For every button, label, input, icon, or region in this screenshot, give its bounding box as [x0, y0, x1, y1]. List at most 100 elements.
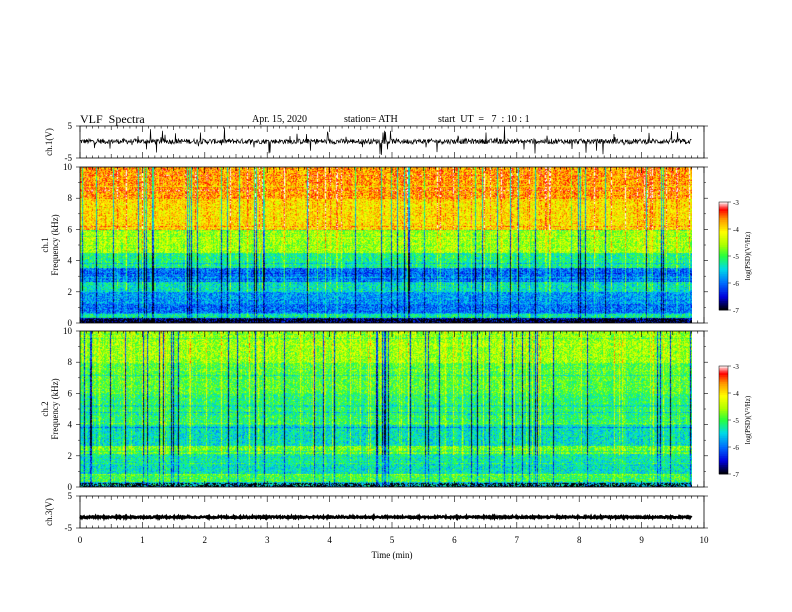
colorbar-cell	[719, 416, 728, 419]
colorbar-cell	[719, 306, 728, 309]
colorbar-cell	[719, 402, 728, 405]
colorbar-cell	[719, 441, 728, 444]
colorbar-cell	[719, 299, 728, 302]
date-label: Apr. 15, 2020	[252, 114, 307, 125]
colorbar-cell	[719, 245, 728, 248]
colorbar-cell	[719, 434, 728, 437]
x-tick-label: 8	[577, 535, 582, 545]
colorbar-cell	[719, 292, 728, 295]
y-tick-label: 6	[68, 388, 73, 398]
colorbar-cell	[719, 232, 728, 235]
colorbar-tick-label: -3	[733, 199, 739, 207]
y-tick-label: 2	[68, 287, 73, 297]
colorbar-cell	[719, 373, 728, 376]
colorbar-cell	[719, 423, 728, 426]
colorbar-cell	[719, 221, 728, 224]
colorbar-cell	[719, 452, 728, 455]
y-tick-label: -5	[65, 523, 73, 533]
colorbar-tick-label: -3	[733, 363, 739, 371]
colorbar-cell	[719, 457, 728, 460]
y-tick-label: 10	[63, 162, 73, 172]
colorbar-cell	[719, 274, 728, 277]
colorbar-cell	[719, 425, 728, 428]
colorbar-cell	[719, 288, 728, 291]
colorbar-cell	[719, 411, 728, 414]
colorbar-cell	[719, 270, 728, 273]
y-axis-label-channel: ch.1	[40, 237, 50, 252]
colorbar-cell	[719, 218, 728, 221]
x-tick-label: 10	[700, 535, 710, 545]
colorbar-cell	[719, 432, 728, 435]
colorbar-cell	[719, 450, 728, 453]
colorbar-cell	[719, 247, 728, 250]
colorbar-cell	[719, 394, 728, 397]
y-axis-label-frequency: Frequency (kHz)	[50, 214, 60, 275]
colorbar-cell	[719, 216, 728, 219]
colorbar-cell	[719, 447, 728, 450]
colorbar-cell	[719, 265, 728, 268]
colorbar-cell	[719, 436, 728, 439]
y-tick-label: 4	[68, 256, 73, 266]
colorbar-cell	[719, 297, 728, 300]
x-tick-label: 0	[78, 535, 83, 545]
colorbar-cell	[719, 259, 728, 262]
colorbar-cell	[719, 418, 728, 421]
colorbar-label: log(PSD)(V²/Hz)	[744, 231, 752, 280]
colorbar-cell	[719, 371, 728, 374]
colorbar-cell	[719, 459, 728, 462]
colorbar-cell	[719, 448, 728, 451]
colorbar-cell	[719, 203, 728, 206]
x-tick-label: 1	[140, 535, 145, 545]
colorbar-cell	[719, 281, 728, 284]
colorbar-cell	[719, 293, 728, 296]
colorbar-cell	[719, 207, 728, 210]
colorbar-cell	[719, 420, 728, 423]
x-tick-label: 7	[515, 535, 520, 545]
colorbar-cell	[719, 463, 728, 466]
colorbar-cell	[719, 277, 728, 280]
colorbar-cell	[719, 272, 728, 275]
colorbar-cell	[719, 301, 728, 304]
y-tick-label: 4	[68, 420, 73, 430]
colorbar-cell	[719, 466, 728, 469]
y-tick-label: 2	[68, 451, 73, 461]
colorbar-cell	[719, 209, 728, 212]
colorbar-cell	[719, 263, 728, 266]
colorbar-cell	[719, 241, 728, 244]
figure-title: VLF Spectra	[80, 112, 145, 126]
ch3-waveform-trace	[79, 512, 693, 522]
colorbar-cell	[719, 229, 728, 232]
colorbar-cell	[719, 256, 728, 259]
y-tick-label: 0	[68, 318, 73, 328]
colorbar-tick-label: -7	[733, 471, 739, 479]
colorbar-cell	[719, 391, 728, 394]
colorbar-cell	[719, 380, 728, 383]
colorbar-cell	[719, 211, 728, 214]
y-tick-label: 8	[68, 357, 73, 367]
colorbar-cell	[719, 239, 728, 242]
colorbar-tick-label: -6	[733, 444, 739, 452]
colorbar-cell	[719, 254, 728, 257]
colorbar-cell	[719, 387, 728, 390]
colorbar-cell	[719, 430, 728, 433]
colorbar-cell	[719, 230, 728, 233]
colorbar-cell	[719, 382, 728, 385]
colorbar-cell	[719, 405, 728, 408]
colorbar-cell	[719, 409, 728, 412]
y-tick-label: 5	[68, 121, 73, 131]
y-tick-label: 6	[68, 224, 73, 234]
colorbar-cell	[719, 284, 728, 287]
colorbar-cell	[719, 238, 728, 241]
y-tick-label: -5	[65, 153, 73, 163]
colorbar-cell	[719, 414, 728, 417]
colorbar-cell	[719, 283, 728, 286]
colorbar-cell	[719, 295, 728, 298]
colorbar-cell	[719, 290, 728, 293]
colorbar-cell	[719, 248, 728, 251]
colorbar-cell	[719, 456, 728, 459]
colorbar-tick-label: -5	[733, 253, 739, 261]
colorbar-cell	[719, 378, 728, 381]
y-axis-label-channel: ch.2	[40, 401, 50, 416]
colorbar-cell	[719, 266, 728, 269]
y-tick-label: 8	[68, 193, 73, 203]
